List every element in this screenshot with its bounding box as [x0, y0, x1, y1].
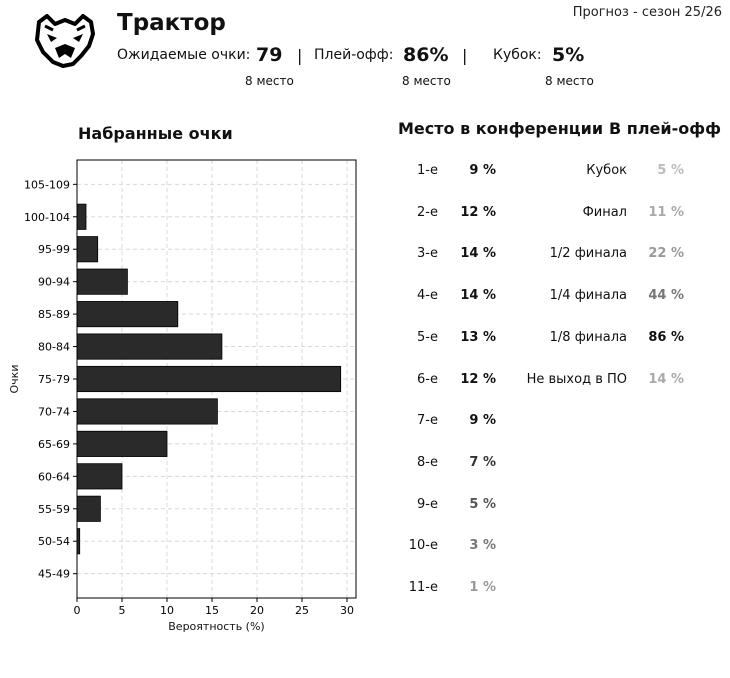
y-tick-label: 60-64 — [38, 470, 70, 483]
x-tick-label: 10 — [160, 604, 174, 617]
cup-rank: 8 место — [545, 74, 594, 88]
conference-place-label: 3-е — [417, 246, 438, 262]
conference-place-value: 3 % — [469, 538, 496, 554]
team-name: Трактор — [117, 10, 226, 36]
expected-points-value: 79 — [256, 44, 283, 66]
season-label: Прогноз - сезон 25/26 — [572, 5, 722, 20]
conference-place-value: 9 % — [469, 163, 496, 178]
playoff-stage-value: 22 % — [648, 246, 684, 262]
y-tick-label: 65-69 — [38, 438, 70, 451]
y-tick-label: 45-49 — [38, 568, 70, 581]
playoff-stage-label: 1/4 финала — [549, 288, 627, 304]
conference-place-label: 1-е — [417, 163, 438, 178]
y-tick-label: 70-74 — [38, 405, 70, 418]
bar-90-94 — [76, 268, 128, 295]
conference-place-value: 13 % — [460, 329, 496, 345]
conference-place-label: 7-е — [417, 413, 438, 429]
x-tick-label: 15 — [205, 604, 219, 617]
conference-place-value: 14 % — [460, 246, 496, 262]
y-axis-label: Очки — [8, 365, 21, 394]
y-tick-label: 55-59 — [38, 503, 70, 516]
playoff-stage-value: 5 % — [657, 163, 684, 178]
playoff-value: 86% — [403, 44, 449, 66]
conference-place-value: 1 % — [469, 580, 496, 595]
playoff-stage-label: 1/8 финала — [549, 329, 627, 345]
playoff-label: Плей-офф: — [314, 47, 394, 63]
bar-70-74 — [76, 398, 218, 425]
bar-80-84 — [76, 333, 223, 360]
playoff-stage-value: 86 % — [648, 329, 684, 345]
y-tick-label: 95-99 — [38, 243, 70, 256]
conference-title: Место в конференции — [398, 119, 604, 138]
x-axis-label: Вероятность (%) — [168, 620, 264, 633]
y-tick-label: 100-104 — [24, 211, 70, 224]
playoff-stage-value: 44 % — [648, 288, 684, 304]
conference-place-label: 10-е — [408, 538, 438, 554]
y-tick-label: 75-79 — [38, 373, 70, 386]
bar-95-99 — [76, 236, 99, 263]
bar-55-59 — [76, 495, 101, 522]
bar-75-79 — [76, 365, 342, 393]
x-tick-label: 0 — [74, 604, 81, 617]
playoff-stage-label: 1/2 финала — [549, 246, 627, 262]
x-tick-label: 30 — [340, 604, 354, 617]
playoff-stage-label: Не выход в ПО — [526, 371, 627, 387]
conference-place-value: 9 % — [469, 413, 496, 429]
conference-place-value: 7 % — [469, 454, 496, 470]
x-tick-label: 25 — [295, 604, 309, 617]
x-tick-label: 20 — [250, 604, 264, 617]
expected-points-label: Ожидаемые очки: — [117, 47, 251, 63]
y-tick-label: 80-84 — [38, 341, 70, 354]
playoff-stage-label: Финал — [582, 204, 627, 220]
conference-place-label: 11-е — [408, 580, 438, 595]
playoff-stage-value: 11 % — [648, 204, 684, 220]
bar-85-89 — [76, 301, 179, 328]
bear-head-icon — [33, 12, 97, 70]
y-tick-label: 85-89 — [38, 308, 70, 321]
bar-65-69 — [76, 430, 168, 457]
conference-place-label: 5-е — [417, 329, 438, 345]
cup-label: Кубок: — [493, 47, 542, 63]
y-tick-label: 105-109 — [24, 178, 70, 191]
playoff-stage-label: Кубок — [586, 163, 627, 178]
separator: | — [297, 46, 303, 65]
x-tick-label: 5 — [119, 604, 126, 617]
cup-value: 5% — [552, 44, 585, 66]
conference-place-label: 9-е — [417, 496, 438, 512]
chart-title: Набранные очки — [78, 124, 233, 143]
bar-100-104 — [76, 203, 87, 230]
conference-place-value: 12 % — [460, 204, 496, 220]
playoff-title: В плей-офф — [609, 119, 721, 138]
conference-place-label: 4-е — [417, 288, 438, 304]
playoff-stage-value: 14 % — [648, 371, 684, 387]
y-tick-label: 90-94 — [38, 276, 70, 289]
conference-place-label: 2-е — [417, 204, 438, 220]
conference-place-label: 8-е — [417, 454, 438, 470]
bar-60-64 — [76, 463, 123, 490]
conference-place-value: 5 % — [469, 496, 496, 512]
conference-place-value: 12 % — [460, 371, 496, 387]
points-distribution-chart: 0 5 10 15 20 25 30 105-109 100-104 95-99 90-94 85-8… — [8, 159, 357, 633]
expected-points-rank: 8 место — [245, 74, 294, 88]
conference-place-value: 14 % — [460, 288, 496, 304]
separator: | — [462, 46, 468, 65]
conference-place-label: 6-е — [417, 371, 438, 387]
y-tick-label: 50-54 — [38, 535, 70, 548]
playoff-rank: 8 место — [402, 74, 451, 88]
